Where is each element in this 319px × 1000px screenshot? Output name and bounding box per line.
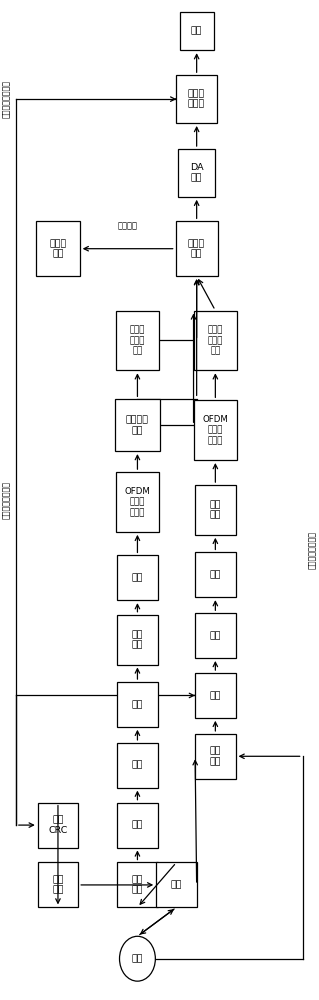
Bar — [117, 555, 158, 600]
Bar — [117, 743, 158, 788]
Text: 调制: 调制 — [210, 631, 221, 640]
Bar — [38, 803, 78, 848]
Text: 跳频频率序列信息: 跳频频率序列信息 — [2, 80, 11, 118]
Text: 成帧控
制器: 成帧控 制器 — [188, 239, 205, 258]
Bar — [194, 311, 237, 370]
Text: 跳频频率序列信息: 跳频频率序列信息 — [2, 481, 11, 519]
Bar — [195, 734, 236, 779]
Bar — [117, 803, 158, 848]
Text: 时间同步: 时间同步 — [118, 222, 138, 231]
Bar — [117, 862, 158, 907]
Text: OFDM
频域符
号映射: OFDM 频域符 号映射 — [124, 487, 150, 517]
Text: 交织: 交织 — [210, 691, 221, 700]
Bar — [195, 613, 236, 658]
Bar — [115, 399, 160, 451]
Text: 调制: 调制 — [132, 761, 143, 770]
Text: 合并: 合并 — [171, 880, 182, 889]
Bar — [117, 682, 158, 727]
Text: 加权: 加权 — [132, 573, 143, 582]
Bar — [115, 472, 159, 532]
Text: 分组: 分组 — [132, 700, 143, 709]
Bar — [176, 75, 217, 123]
Bar — [178, 149, 215, 197]
Text: 信源数据输出长度: 信源数据输出长度 — [308, 531, 317, 569]
Bar — [195, 485, 236, 535]
Text: 插入同步
子载: 插入同步 子载 — [126, 416, 149, 435]
Text: 频道生
成器: 频道生 成器 — [49, 239, 67, 258]
Bar — [36, 221, 80, 276]
Text: 插入跳
频保护
间隔: 插入跳 频保护 间隔 — [208, 326, 223, 355]
Text: 插入解
跳保护
间隔: 插入解 跳保护 间隔 — [130, 326, 145, 355]
Text: 信道
编码: 信道 编码 — [52, 875, 64, 895]
Bar — [194, 400, 237, 460]
Text: 信道
编码: 信道 编码 — [132, 875, 143, 895]
Bar — [195, 552, 236, 597]
Text: DA
变换: DA 变换 — [190, 163, 204, 183]
Text: OFDM
频域符
号映射: OFDM 频域符 号映射 — [203, 415, 228, 445]
Bar — [195, 673, 236, 718]
Bar — [156, 862, 197, 907]
Bar — [115, 311, 159, 370]
Text: 分组: 分组 — [210, 570, 221, 579]
Text: 信源: 信源 — [132, 954, 143, 963]
Text: 添加
CRC: 添加 CRC — [48, 815, 68, 835]
Text: 信道
编码: 信道 编码 — [210, 747, 221, 766]
Bar — [117, 615, 158, 665]
Text: 天线: 天线 — [191, 27, 202, 36]
Text: 射频信
道模块: 射频信 道模块 — [188, 89, 205, 109]
Bar — [176, 221, 218, 276]
Bar — [38, 862, 78, 907]
Text: 交织: 交织 — [132, 821, 143, 830]
Bar — [180, 12, 214, 50]
Text: 插入
导频: 插入 导频 — [210, 500, 221, 520]
Ellipse shape — [120, 936, 155, 981]
Text: 插入
导频: 插入 导频 — [132, 630, 143, 649]
